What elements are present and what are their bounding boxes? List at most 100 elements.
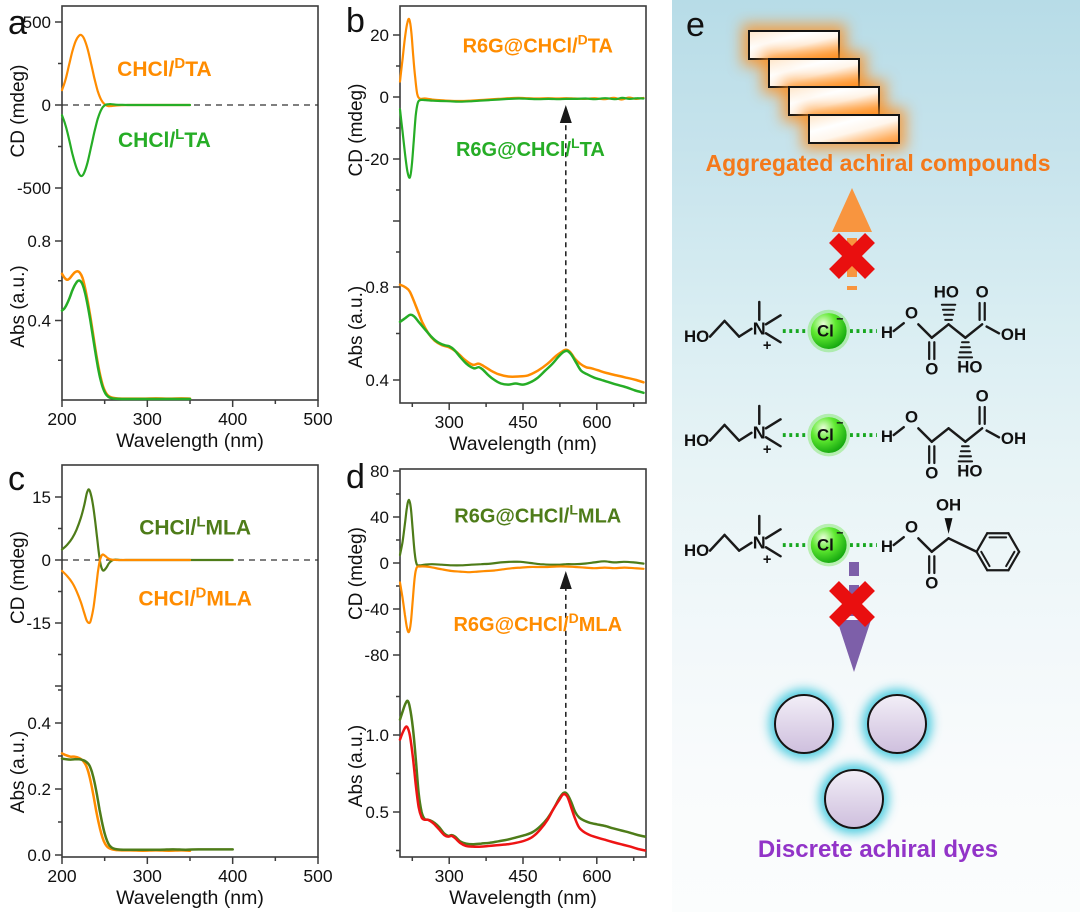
atom-label: HO (684, 541, 709, 560)
dye-circle-1 (774, 694, 834, 754)
atom-label: O (925, 574, 938, 593)
red-cross-icon (829, 581, 875, 627)
curve-R6G-CHCl-DTA (398, 283, 645, 384)
atom-label: H (881, 427, 893, 446)
bond (764, 436, 782, 448)
curve-CHCl-LMLA (60, 757, 234, 851)
bond (723, 423, 741, 442)
aggregate-plate-2 (768, 58, 860, 88)
abs-axis-label: Abs (a.u.) (346, 725, 367, 807)
guide-arrow-head (559, 105, 572, 123)
bond (737, 541, 753, 552)
panel-e-schematic (672, 0, 1080, 912)
bond (723, 319, 741, 338)
curve-CHCl-DMLA (60, 752, 192, 852)
chloride-ion (810, 527, 847, 563)
x-tick-label: 450 (508, 866, 537, 886)
panel-label-b: b (346, 2, 365, 40)
panel-label-d: d (346, 458, 365, 496)
curve-annotation: CHCl/DTA (117, 55, 211, 81)
plus-charge: + (763, 338, 772, 354)
cross-stroke (829, 233, 875, 279)
atom-label: OH (1001, 429, 1026, 448)
curve-annotation: R6G@CHCl/LMLA (454, 502, 621, 528)
curve-R6G-CHCl-LTA (398, 313, 645, 395)
curve-annotation: CHCl/LTA (118, 126, 211, 152)
x-tick-label: 500 (303, 866, 332, 886)
atom-label: O (905, 518, 918, 537)
atom-label: HO (934, 284, 959, 301)
bond (764, 332, 782, 344)
bond (947, 323, 967, 339)
bond (764, 546, 782, 558)
plus-charge: + (763, 442, 772, 458)
bond (764, 314, 782, 326)
minus-charge: − (836, 312, 843, 326)
atom-label: O (905, 408, 918, 427)
atom-label: H (881, 323, 893, 342)
cd-axis-label: CD (mdeg) (8, 531, 29, 624)
bond (964, 427, 984, 443)
y-tick-label: 0.2 (27, 780, 51, 799)
y-tick-label: -40 (364, 600, 389, 619)
bond (708, 319, 726, 338)
abs-axis-label: Abs (a.u.) (8, 731, 29, 813)
minus-charge: − (836, 526, 843, 540)
panel-label-e: e (686, 6, 705, 44)
curve-CHCl-DTA (60, 269, 192, 400)
x-tick-label: 600 (582, 866, 611, 886)
cross-stroke (829, 581, 875, 627)
bond (930, 537, 950, 553)
atom-label: O (925, 464, 938, 483)
y-tick-label: -500 (17, 179, 51, 198)
y-tick-label: 0.4 (27, 714, 51, 733)
y-tick-label: -20 (364, 150, 389, 169)
atom-label: O (905, 304, 918, 323)
curve-R6G-CHCl-LMLA (398, 498, 645, 567)
aggregate-plate-3 (788, 86, 880, 116)
y-tick-label: 0.0 (27, 846, 51, 865)
curve-R6G-CHCl-LTA (398, 96, 645, 179)
y-tick-label: 1.0 (365, 726, 389, 745)
x-tick-label: 400 (218, 409, 247, 429)
y-tick-label: 0.4 (365, 371, 389, 390)
aggregate-plate-1 (748, 30, 840, 60)
bond (947, 537, 978, 553)
y-tick-label: 0 (380, 88, 389, 107)
y-tick-label: 0.8 (27, 232, 51, 251)
cd-axis-label: CD (mdeg) (346, 84, 367, 177)
cd-axis-label: CD (mdeg) (8, 65, 29, 158)
bond (917, 537, 933, 553)
aggregate-plate-4 (808, 114, 900, 144)
bond (964, 323, 984, 339)
atom-label: HO (684, 327, 709, 346)
y-tick-label: 0 (42, 96, 51, 115)
nitrogen-label: N (753, 422, 766, 442)
nitrogen-label: N (753, 532, 766, 552)
bond (930, 427, 950, 443)
panel-label-a: a (8, 4, 27, 42)
plus-charge: + (763, 552, 772, 568)
dye-circle-2 (867, 694, 927, 754)
y-tick-label: 40 (370, 508, 389, 527)
x-tick-label: 200 (47, 866, 76, 886)
y-tick-label: 0.8 (365, 278, 389, 297)
atom-label: HO (684, 431, 709, 450)
x-tick-label: 300 (435, 866, 464, 886)
curve-R6G-CHCl-DMLA (398, 565, 645, 634)
x-axis-label: Wavelength (nm) (449, 433, 597, 455)
atom-label: O (976, 284, 989, 301)
y-tick-label: 0.5 (365, 803, 389, 822)
atom-label: OH (936, 498, 961, 514)
x-axis-label: Wavelength (nm) (116, 887, 264, 909)
y-tick-label: 0 (380, 554, 389, 573)
red-cross-icon (829, 233, 875, 279)
atom-label: HO (957, 357, 982, 376)
curve-annotation: R6G@CHCl/DMLA (453, 610, 622, 636)
bond (985, 429, 1001, 439)
guide-arrow-head (559, 571, 572, 589)
